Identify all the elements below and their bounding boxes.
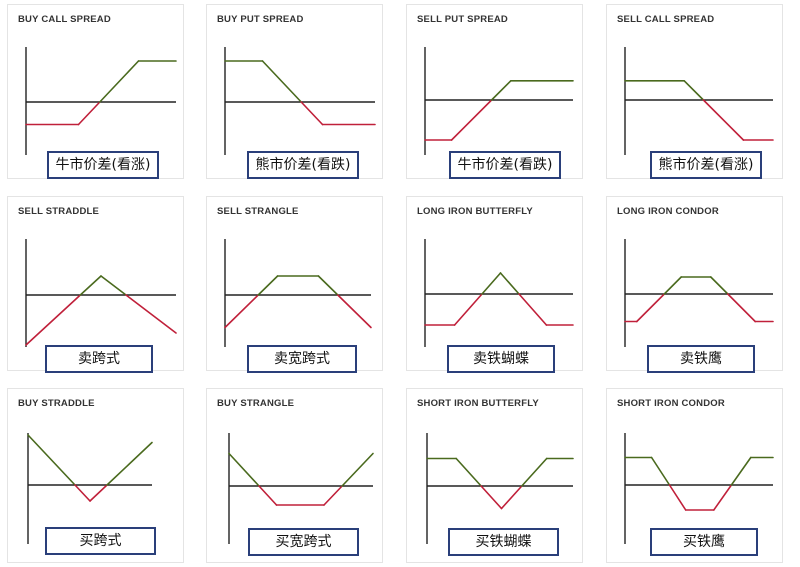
loss-segment [224,294,260,329]
strategy-cn-label: 卖铁蝴蝶 [447,345,555,373]
strategy-title: BUY CALL SPREAD [18,14,111,25]
profit-segment [663,276,682,295]
strategy-title: SELL STRADDLE [18,206,100,217]
strategy-card-buy-straddle: BUY STRADDLE 买跨式 [7,388,184,563]
profit-segment [99,60,140,103]
loss-segment [77,101,101,126]
strategy-card-buy-call-spread: BUY CALL SPREAD 牛市价差(看涨) [7,4,184,179]
strategy-card-sell-straddle: SELL STRADDLE 卖跨式 [7,196,184,373]
strategy-cn-label: 熊市价差(看跌) [247,151,359,179]
strategy-card-buy-put-spread: BUY PUT SPREAD 熊市价差(看跌) [206,4,383,179]
loss-segment [500,485,523,510]
strategy-cn-label: 买跨式 [45,527,156,555]
payoff-diagram [224,47,376,155]
profit-segment [27,434,76,486]
strategy-cn-label: 熊市价差(看涨) [650,151,762,179]
profit-segment [683,80,705,101]
strategy-title: BUY PUT SPREAD [217,14,304,25]
payoff-diagram [624,433,774,544]
payoff-diagram [224,239,372,347]
loss-segment [480,485,503,510]
profit-segment [499,272,520,295]
loss-segment [337,294,372,329]
strategy-card-buy-strangle: BUY STRANGLE 买宽跨式 [206,388,383,563]
strategy-card-short-iron-condor: SHORT IRON CONDOR 买铁鹰 [606,388,783,563]
profit-segment [481,272,502,295]
strategy-title: BUY STRADDLE [18,398,95,409]
strategy-title: SELL STRANGLE [217,206,299,217]
strategy-card-sell-strangle: SELL STRANGLE 卖宽跨式 [206,196,383,373]
profit-segment [100,275,127,296]
profit-segment [490,80,512,101]
strategy-cn-label: 买铁蝴蝶 [448,528,559,556]
strategy-card-long-iron-butterfly: LONG IRON BUTTERFLY 卖铁蝴蝶 [406,196,583,373]
payoff-diagram [27,433,153,544]
loss-segment [518,293,548,326]
loss-segment [323,485,343,506]
profit-segment [730,456,752,486]
profit-segment [261,60,302,103]
loss-segment [258,485,278,506]
strategy-cn-label: 买宽跨式 [248,528,359,556]
profit-segment [106,441,153,486]
strategy-cn-label: 买铁鹰 [650,528,758,556]
profit-segment [341,452,374,487]
strategy-title: SELL PUT SPREAD [417,14,508,25]
payoff-diagram [25,47,177,155]
payoff-diagram [228,433,374,544]
profit-segment [521,457,548,487]
strategy-cn-label: 卖宽跨式 [247,345,357,373]
strategy-title: SELL CALL SPREAD [617,14,715,25]
payoff-diagram [624,47,774,155]
strategy-card-sell-put-spread: SELL PUT SPREAD 牛市价差(看跌) [406,4,583,179]
profit-segment [710,276,729,295]
strategy-cn-label: 卖铁鹰 [647,345,755,373]
loss-segment [450,99,493,141]
profit-segment [257,275,279,296]
profit-segment [228,452,260,487]
strategy-title: SHORT IRON CONDOR [617,398,725,409]
loss-segment [702,99,745,141]
strategy-title: LONG IRON CONDOR [617,206,719,217]
loss-segment [453,293,483,326]
loss-segment [25,294,82,346]
loss-segment [89,484,108,502]
strategy-title: LONG IRON BUTTERFLY [417,206,533,217]
strategy-cn-label: 卖跨式 [45,345,153,373]
profit-segment [317,275,339,296]
profit-segment [79,275,102,296]
strategy-title: BUY STRANGLE [217,398,295,409]
payoff-diagram [624,239,774,347]
strategy-card-sell-call-spread: SELL CALL SPREAD 熊市价差(看涨) [606,4,783,179]
loss-segment [125,294,177,334]
strategy-card-long-iron-condor: LONG IRON CONDOR 卖铁鹰 [606,196,783,373]
loss-segment [635,293,666,323]
strategy-title: SHORT IRON BUTTERFLY [417,398,539,409]
payoff-diagram [426,433,574,544]
loss-segment [668,484,687,511]
payoff-diagram [424,239,574,347]
payoff-diagram [25,239,177,347]
strategy-card-short-iron-butterfly: SHORT IRON BUTTERFLY 买铁蝴蝶 [406,388,583,563]
loss-segment [727,293,756,323]
profit-segment [650,456,671,486]
strategy-cn-label: 牛市价差(看涨) [47,151,159,179]
loss-segment [713,484,733,511]
strategy-cn-label: 牛市价差(看跌) [449,151,561,179]
loss-segment [300,101,324,126]
loss-segment [74,484,91,502]
payoff-diagram [424,47,574,155]
profit-segment [455,457,482,487]
